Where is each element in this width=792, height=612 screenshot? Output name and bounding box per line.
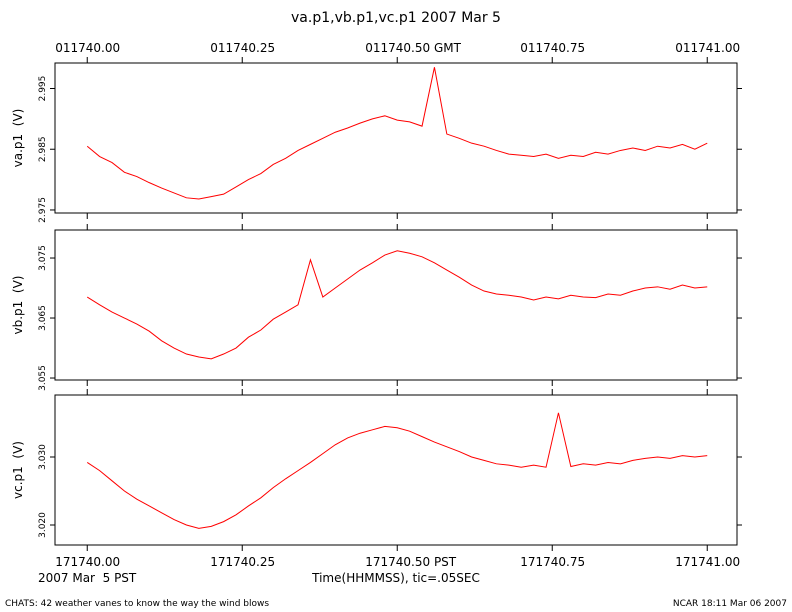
data-line	[86, 67, 708, 200]
y-tick-label: 2.985	[38, 136, 48, 162]
y-tick-label: 3.065	[38, 305, 48, 331]
x2-tick-label: 011740.50 GMT	[365, 41, 461, 55]
y-axis-label: va.p1 (V)	[11, 109, 25, 168]
plot-frame	[54, 229, 738, 381]
y-tick-label: 3.075	[38, 245, 48, 271]
x-tick-label: 171741.00	[675, 555, 740, 569]
plot-frame	[54, 62, 738, 214]
x-tick-label: 171740.25	[210, 555, 275, 569]
data-line	[86, 412, 708, 529]
y-tick-label: 3.055	[38, 365, 48, 391]
y-axis-label: vb.p1 (V)	[11, 276, 25, 335]
date-label: 2007 Mar 5 PST	[38, 571, 137, 585]
data-line	[86, 250, 708, 360]
plot-frame	[54, 394, 738, 546]
x-tick-label: 171740.50 PST	[365, 555, 457, 569]
y-tick-label: 2.975	[38, 197, 48, 223]
x2-tick-label: 011740.00	[55, 41, 120, 55]
x2-tick-label: 011741.00	[675, 41, 740, 55]
y-axis-label: vc.p1 (V)	[11, 441, 25, 499]
y-tick-label: 3.030	[38, 444, 48, 470]
chart-title: va.p1,vb.p1,vc.p1 2007 Mar 5	[291, 10, 501, 26]
x-tick-label: 171740.75	[520, 555, 585, 569]
x-axis-label: Time(HHMMSS), tic=.05SEC	[311, 571, 480, 585]
x2-tick-label: 011740.75	[520, 41, 585, 55]
y-tick-label: 3.020	[38, 512, 48, 538]
x-tick-label: 171740.00	[55, 555, 120, 569]
y-tick-label: 2.995	[38, 76, 48, 102]
footer-right: NCAR 18:11 Mar 06 2007	[673, 599, 787, 609]
footer-left: CHATS: 42 weather vanes to know the way …	[5, 599, 269, 609]
x2-tick-label: 011740.25	[210, 41, 275, 55]
